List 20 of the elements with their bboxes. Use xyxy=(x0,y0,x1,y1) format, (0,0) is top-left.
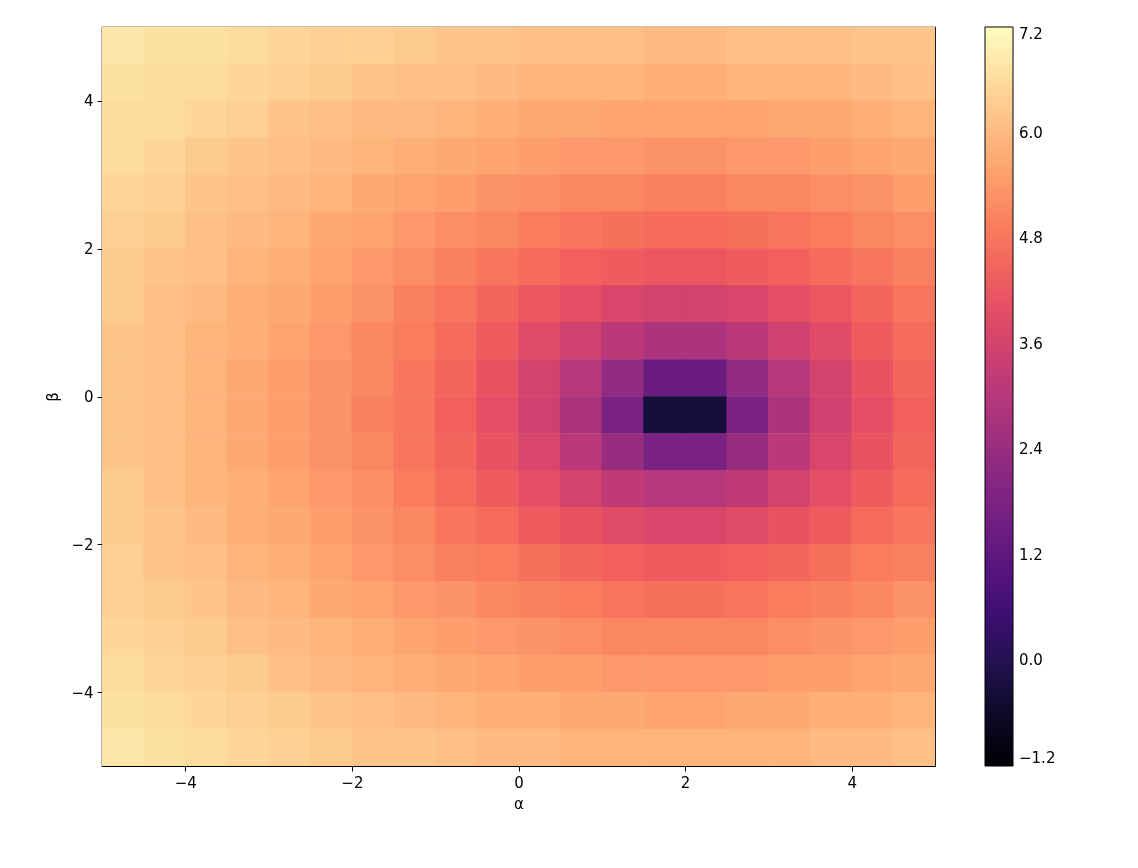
color-bar-label: 1.2 xyxy=(1019,545,1043,564)
color-bar-label: 0.0 xyxy=(1019,651,1043,670)
color-bar-label: −1.2 xyxy=(1019,749,1056,767)
color-bar-label: 7.2 xyxy=(1019,25,1043,43)
x-tick-label: −4 xyxy=(174,773,197,792)
x-tick-label: −2 xyxy=(341,773,364,792)
y-tick-label: 2 xyxy=(83,240,94,259)
color-bar-label: 3.6 xyxy=(1019,334,1043,353)
y-tick-label: 0 xyxy=(83,388,94,406)
color-bar-label: 4.8 xyxy=(1019,229,1043,248)
y-tick-label: −4 xyxy=(71,683,94,702)
color-bar-label: 2.4 xyxy=(1019,440,1043,459)
x-axis-title: α xyxy=(514,794,525,813)
y-tick-label: 4 xyxy=(83,92,94,111)
x-tick-label: 4 xyxy=(847,773,857,792)
x-tick-label: 2 xyxy=(680,773,691,792)
y-axis-title: β xyxy=(44,392,63,402)
x-tick-label: 0 xyxy=(514,773,524,792)
color-bar-label: 6.0 xyxy=(1019,123,1043,142)
y-tick-label: −2 xyxy=(71,535,94,554)
